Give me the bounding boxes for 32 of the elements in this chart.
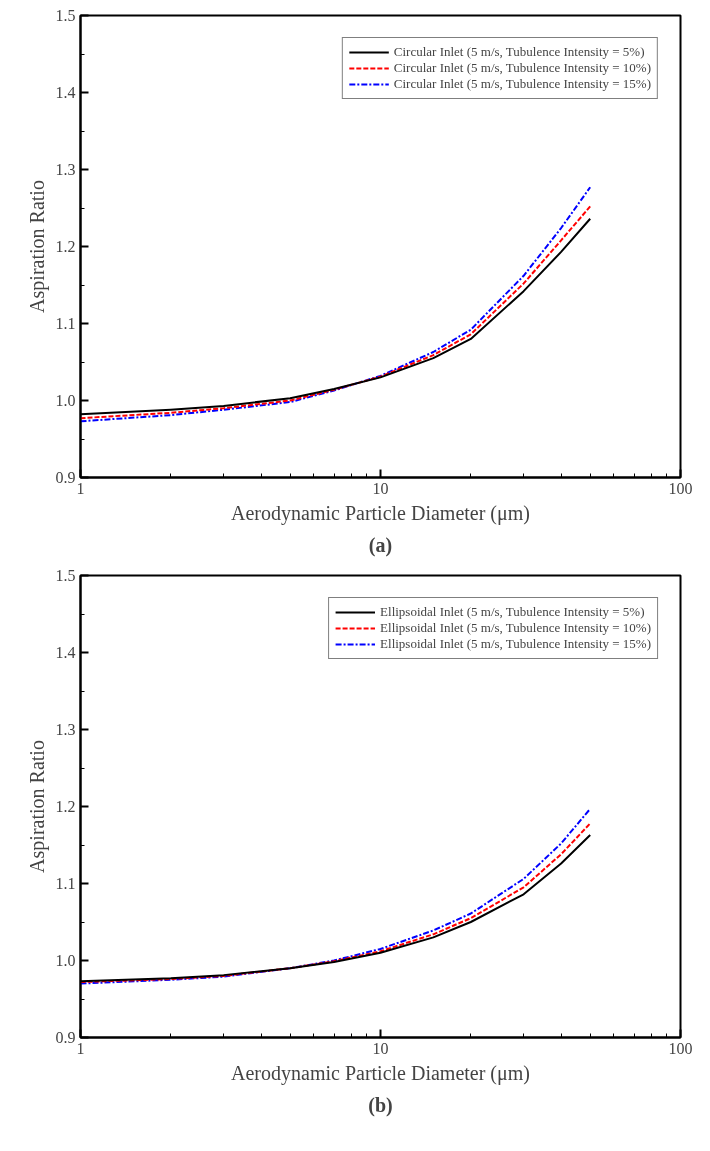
legend-label: Ellipsoidal Inlet (5 m/s, Tubulence Intensity = 10%) (380, 620, 651, 636)
y-tick-label: 1.5 (55, 567, 76, 584)
y-tick-label: 1.4 (55, 84, 76, 101)
x-tick-label: 100 (668, 479, 693, 497)
legend-label: Circular Inlet (5 m/s, Tubulence Intensity = 10%) (393, 60, 651, 76)
y-tick-label: 1.4 (55, 644, 76, 661)
y-axis-title: Aspiration Ratio (25, 740, 49, 873)
text: (a) (368, 533, 393, 557)
legend-label: Ellipsoidal Inlet (5 m/s, Tubulence Intensity = 5%) (380, 604, 645, 620)
y-tick-label: 1.0 (55, 392, 76, 409)
y-axis-title: Aspiration Ratio (25, 180, 49, 313)
y-tick-label: 0.9 (55, 1029, 76, 1046)
x-tick-label: 10 (372, 1039, 389, 1057)
y-tick-label: 1.3 (55, 161, 76, 178)
y-tick-label: 1.1 (55, 875, 76, 892)
y-tick-label: 1.5 (55, 7, 76, 24)
y-tick-label: 0.9 (55, 469, 76, 486)
x-tick-label: 100 (668, 1039, 693, 1057)
x-tick-label: 10 (372, 479, 389, 497)
y-tick-label: 1.0 (55, 952, 76, 969)
x-axis-title: Aerodynamic Particle Diameter (μm) (231, 501, 530, 525)
legend-label: Circular Inlet (5 m/s, Tubulence Intensity = 15%) (393, 76, 651, 92)
y-tick-label: 1.2 (55, 238, 76, 255)
x-tick-label: 1 (76, 479, 85, 497)
y-tick-label: 1.1 (55, 315, 76, 332)
legend-label: Circular Inlet (5 m/s, Tubulence Intensity = 5%) (393, 44, 645, 60)
text: (b) (368, 1093, 393, 1117)
x-axis-title: Aerodynamic Particle Diameter (μm) (231, 1061, 530, 1085)
x-tick-label: 1 (76, 1039, 85, 1057)
y-tick-label: 1.2 (55, 798, 76, 815)
y-tick-label: 1.3 (55, 721, 76, 738)
legend-label: Ellipsoidal Inlet (5 m/s, Tubulence Intensity = 15%) (380, 636, 651, 652)
